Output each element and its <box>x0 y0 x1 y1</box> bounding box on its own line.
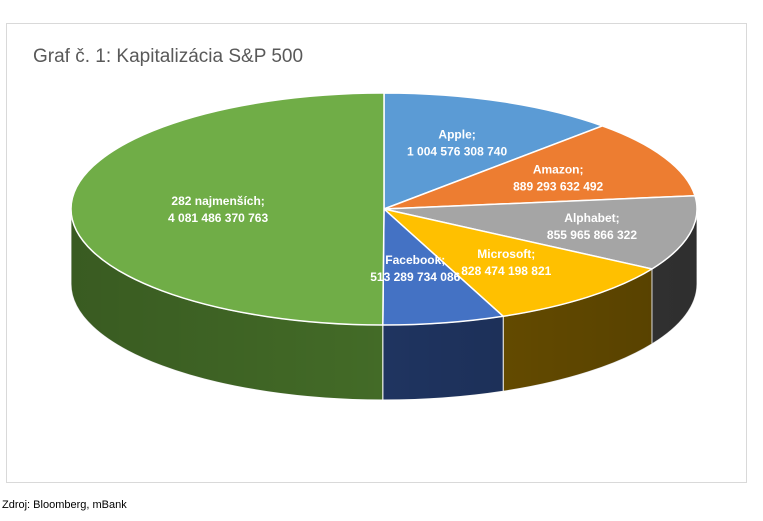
data-label-282-najmensich: 282 najmenších; 4 081 486 370 763 <box>168 194 268 225</box>
pie-side-shading <box>71 209 697 400</box>
pie-slice-microsoft <box>383 208 653 318</box>
pie-slice-282-najmensich <box>70 92 385 326</box>
data-label-value: 828 474 198 821 <box>461 264 551 278</box>
data-label-name: 282 najmenších; <box>171 194 264 208</box>
data-label-apple: Apple; 1 004 576 308 740 <box>407 127 507 158</box>
data-label-alphabet: Alphabet; 855 965 866 322 <box>547 211 637 242</box>
chart-title: Graf č. 1: Kapitalizácia S&P 500 <box>33 46 304 67</box>
chart-frame: Graf č. 1: Kapitalizácia S&P 500 Apple; 1… <box>6 23 747 483</box>
pie-slice-apple <box>383 92 604 210</box>
pie-slice-amazon <box>383 125 696 210</box>
data-label-name: Amazon; <box>533 162 584 176</box>
data-label-microsoft: Microsoft; 828 474 198 821 <box>461 247 551 278</box>
data-label-name: Alphabet; <box>564 211 619 225</box>
source-note: Zdroj: Bloomberg, mBank <box>2 499 127 511</box>
data-label-value: 1 004 576 308 740 <box>407 144 507 158</box>
pie-slice-alphabet <box>383 194 698 270</box>
data-label-name: Apple; <box>438 127 475 141</box>
data-label-facebook: Facebook; 513 289 734 086 <box>370 253 460 284</box>
pie-slice-facebook <box>382 208 504 326</box>
data-label-value: 4 081 486 370 763 <box>168 211 268 225</box>
data-label-name: Microsoft; <box>477 247 535 261</box>
data-label-value: 855 965 866 322 <box>547 228 637 242</box>
data-label-value: 889 293 632 492 <box>513 179 603 193</box>
pie-chart-svg: Apple; 1 004 576 308 740 Amazon; 889 293 63… <box>70 92 698 401</box>
data-label-amazon: Amazon; 889 293 632 492 <box>513 162 603 193</box>
data-label-value: 513 289 734 086 <box>370 270 460 284</box>
data-label-name: Facebook; <box>385 253 445 267</box>
